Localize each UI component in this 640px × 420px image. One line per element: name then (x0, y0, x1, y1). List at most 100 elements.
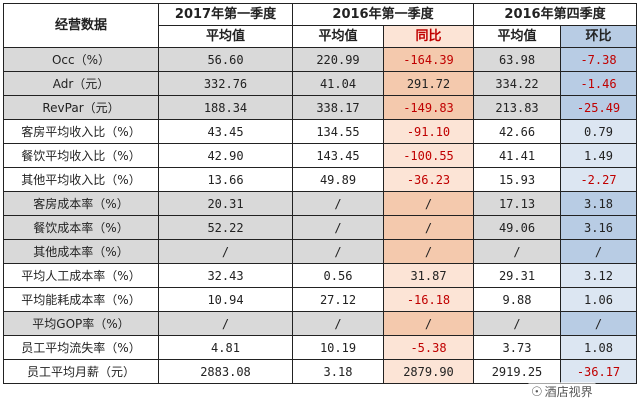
cell-avg-2017: / (158, 239, 293, 264)
cell-yoy: -164.39 (383, 47, 474, 72)
cell-avg-2017: 52.22 (158, 215, 293, 240)
table-row: 平均能耗成本率（%） 10.94 27.12 -16.18 9.88 1.06 (3, 287, 637, 312)
cell-avg-2016-q4: 213.83 (473, 95, 561, 120)
cell-avg-2016-q4: 15.93 (473, 167, 561, 192)
period-2016-q1: 2016年第一季度 (292, 3, 474, 26)
cell-avg-2016-q1: 49.89 (292, 167, 384, 192)
cell-avg-2017: 43.45 (158, 119, 293, 144)
table-row: 员工平均月薪（元） 2883.08 3.18 2879.90 2919.25 -36.17 (3, 359, 637, 384)
cell-avg-2016-q4: 334.22 (473, 71, 561, 96)
cell-avg-2016-q4: 42.66 (473, 119, 561, 144)
cell-avg-2016-q4: 9.88 (473, 287, 561, 312)
cell-qoq: -2.27 (560, 167, 637, 192)
table-row: Occ（%） 56.60 220.99 -164.39 63.98 -7.38 (3, 47, 637, 72)
table-row: 其他成本率（%） / / / / / (3, 239, 637, 264)
cell-qoq: 1.06 (560, 287, 637, 312)
header-row-periods: 经营数据 2017年第一季度 2016年第一季度 2016年第四季度 (3, 3, 637, 48)
watermark-text: 酒店视界 (544, 385, 593, 399)
cell-avg-2016-q1: 0.56 (292, 263, 384, 288)
cell-avg-2016-q1: 134.55 (292, 119, 384, 144)
col-qoq: 环比 (560, 25, 637, 48)
cell-avg-2016-q1: / (292, 311, 384, 336)
table-row: 平均GOP率（%） / / / / / (3, 311, 637, 336)
cell-avg-2017: 13.66 (158, 167, 293, 192)
row-label: 员工平均流失率（%） (3, 335, 159, 360)
cell-avg-2016-q4: 41.41 (473, 143, 561, 168)
row-label: 平均能耗成本率（%） (3, 287, 159, 312)
cell-qoq: -25.49 (560, 95, 637, 120)
cell-qoq: 0.79 (560, 119, 637, 144)
row-label: 餐饮平均收入比（%） (3, 143, 159, 168)
cell-yoy: -5.38 (383, 335, 474, 360)
table-row: 员工平均流失率（%） 4.81 10.19 -5.38 3.73 1.08 (3, 335, 637, 360)
col-avg-2016-q4: 平均值 (473, 25, 561, 48)
cell-qoq: / (560, 311, 637, 336)
cell-avg-2016-q1: 10.19 (292, 335, 384, 360)
cell-avg-2016-q1: 220.99 (292, 47, 384, 72)
hotel-operating-data-table: 经营数据 2017年第一季度 2016年第一季度 2016年第四季度 平均值 平… (3, 3, 637, 384)
cell-avg-2016-q1: 27.12 (292, 287, 384, 312)
row-label: 其他平均收入比（%） (3, 167, 159, 192)
cell-yoy: -149.83 (383, 95, 474, 120)
cell-yoy: / (383, 191, 474, 216)
cell-yoy: / (383, 215, 474, 240)
wechat-icon: ☉ (531, 385, 543, 400)
row-label: 其他成本率（%） (3, 239, 159, 264)
table-row: 客房平均收入比（%） 43.45 134.55 -91.10 42.66 0.79 (3, 119, 637, 144)
cell-avg-2016-q1: 338.17 (292, 95, 384, 120)
cell-yoy: -36.23 (383, 167, 474, 192)
row-label: 客房平均收入比（%） (3, 119, 159, 144)
table-row: 餐饮平均收入比（%） 42.90 143.45 -100.55 41.41 1.49 (3, 143, 637, 168)
cell-yoy: -100.55 (383, 143, 474, 168)
col-avg-2016-q1: 平均值 (292, 25, 384, 48)
row-label: Adr（元） (3, 71, 159, 96)
cell-avg-2017: 2883.08 (158, 359, 293, 384)
cell-avg-2016-q4: 2919.25 (473, 359, 561, 384)
cell-yoy: 31.87 (383, 263, 474, 288)
wechat-watermark: ☉ 酒店视界 (528, 382, 596, 401)
period-2017-q1: 2017年第一季度 (158, 3, 293, 26)
col-avg-2017: 平均值 (158, 25, 293, 48)
cell-avg-2017: 4.81 (158, 335, 293, 360)
cell-avg-2016-q4: / (473, 311, 561, 336)
period-2016-q4: 2016年第四季度 (473, 3, 637, 26)
cell-qoq: -36.17 (560, 359, 637, 384)
row-label: 员工平均月薪（元） (3, 359, 159, 384)
cell-avg-2016-q1: / (292, 215, 384, 240)
cell-avg-2016-q4: / (473, 239, 561, 264)
cell-avg-2016-q4: 3.73 (473, 335, 561, 360)
table-row: 客房成本率（%） 20.31//17.13 3.18 (3, 191, 637, 216)
cell-avg-2017: 20.31 (158, 191, 293, 216)
table-row: 餐饮成本率（%） 52.22//49.06 3.16 (3, 215, 637, 240)
cell-avg-2017: 56.60 (158, 47, 293, 72)
cell-qoq: -7.38 (560, 47, 637, 72)
cell-avg-2016-q4: 29.31 (473, 263, 561, 288)
cell-avg-2017: 188.34 (158, 95, 293, 120)
cell-avg-2017: / (158, 311, 293, 336)
cell-qoq: / (560, 239, 637, 264)
cell-yoy: 2879.90 (383, 359, 474, 384)
cell-qoq: -1.46 (560, 71, 637, 96)
row-label: 餐饮成本率（%） (3, 215, 159, 240)
row-label: RevPar（元） (3, 95, 159, 120)
cell-qoq: 1.08 (560, 335, 637, 360)
cell-qoq: 1.49 (560, 143, 637, 168)
table-title: 经营数据 (3, 3, 159, 48)
cell-avg-2017: 32.43 (158, 263, 293, 288)
cell-avg-2016-q4: 49.06 (473, 215, 561, 240)
table-row: RevPar（元） 188.34 338.17 -149.83 213.83 -25.49 (3, 95, 637, 120)
row-label: 平均人工成本率（%） (3, 263, 159, 288)
cell-yoy: -91.10 (383, 119, 474, 144)
cell-qoq: 3.16 (560, 215, 637, 240)
cell-avg-2016-q1: / (292, 239, 384, 264)
cell-yoy: 291.72 (383, 71, 474, 96)
col-yoy: 同比 (383, 25, 474, 48)
cell-avg-2017: 10.94 (158, 287, 293, 312)
row-label: 平均GOP率（%） (3, 311, 159, 336)
cell-avg-2016-q4: 63.98 (473, 47, 561, 72)
row-label: Occ（%） (3, 47, 159, 72)
cell-avg-2016-q1: 41.04 (292, 71, 384, 96)
table-row: Adr（元） 332.76 41.04 291.72 334.22 -1.46 (3, 71, 637, 96)
cell-yoy: / (383, 311, 474, 336)
cell-qoq: 3.12 (560, 263, 637, 288)
